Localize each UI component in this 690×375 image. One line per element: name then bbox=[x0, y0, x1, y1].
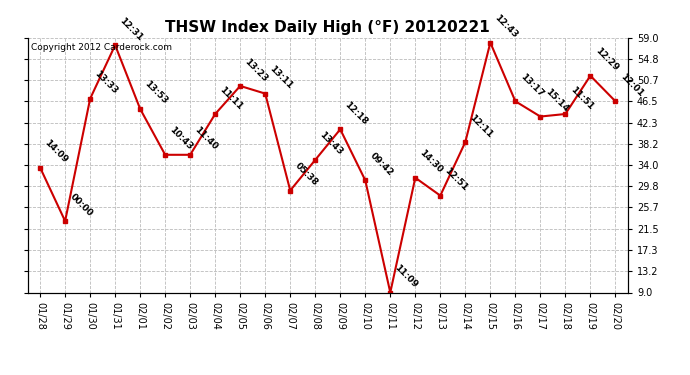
Text: 11:51: 11:51 bbox=[568, 85, 595, 111]
Text: 12:29: 12:29 bbox=[593, 46, 620, 73]
Text: 14:30: 14:30 bbox=[418, 148, 444, 175]
Text: 05:38: 05:38 bbox=[293, 161, 319, 188]
Text: 12:01: 12:01 bbox=[618, 72, 644, 99]
Text: 12:31: 12:31 bbox=[118, 16, 144, 42]
Text: 13:33: 13:33 bbox=[93, 69, 119, 96]
Text: 12:43: 12:43 bbox=[493, 13, 520, 40]
Text: 13:23: 13:23 bbox=[243, 57, 270, 83]
Text: 13:17: 13:17 bbox=[518, 72, 545, 99]
Text: 11:40: 11:40 bbox=[193, 125, 219, 152]
Text: 13:43: 13:43 bbox=[318, 130, 345, 157]
Text: 12:51: 12:51 bbox=[443, 166, 470, 193]
Text: 14:09: 14:09 bbox=[43, 138, 70, 165]
Text: 15:14: 15:14 bbox=[543, 87, 570, 114]
Text: 13:11: 13:11 bbox=[268, 64, 295, 91]
Text: 11:11: 11:11 bbox=[218, 85, 244, 111]
Title: THSW Index Daily High (°F) 20120221: THSW Index Daily High (°F) 20120221 bbox=[166, 20, 490, 35]
Text: 12:18: 12:18 bbox=[343, 100, 370, 126]
Text: 00:00: 00:00 bbox=[68, 192, 94, 218]
Text: Copyright 2012 Carderock.com: Copyright 2012 Carderock.com bbox=[30, 43, 172, 52]
Text: 10:43: 10:43 bbox=[168, 125, 195, 152]
Text: 11:09: 11:09 bbox=[393, 263, 420, 290]
Text: 12:11: 12:11 bbox=[468, 112, 495, 139]
Text: 13:53: 13:53 bbox=[143, 80, 170, 106]
Text: 09:42: 09:42 bbox=[368, 151, 395, 177]
